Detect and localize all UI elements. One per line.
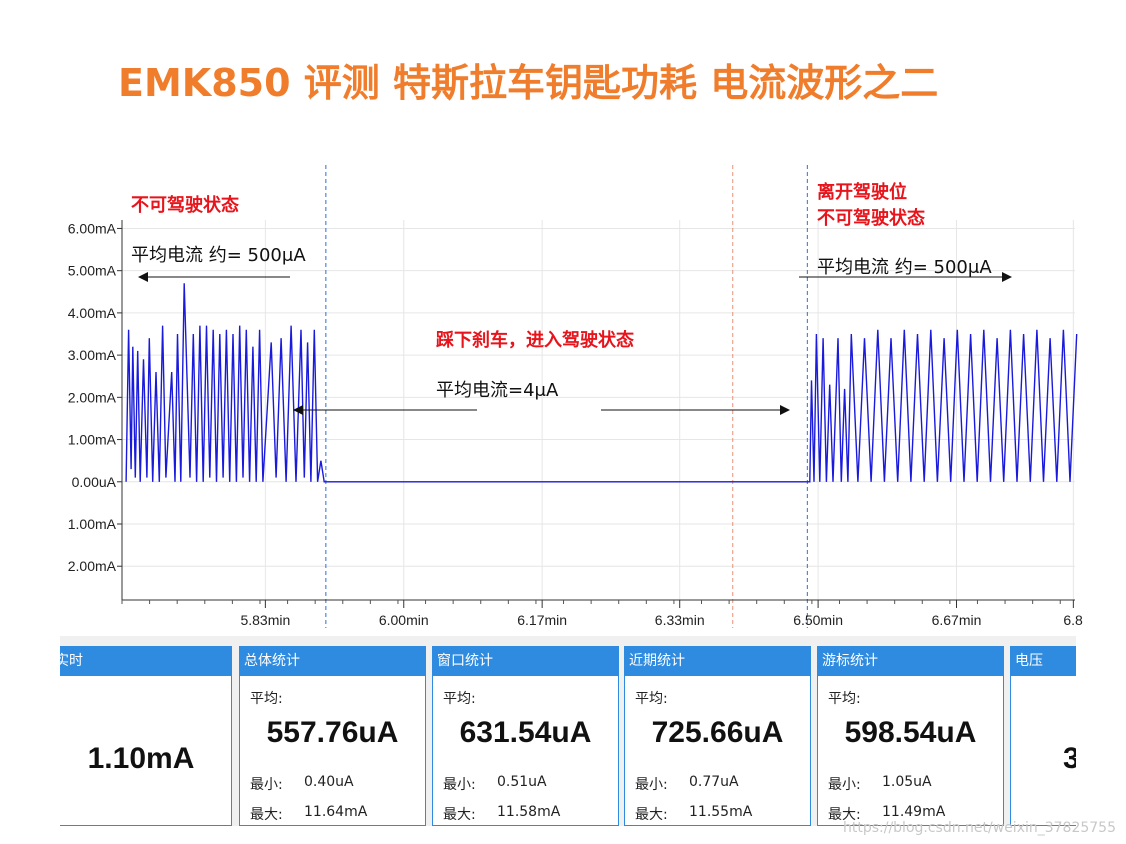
avg-label: 平均: xyxy=(443,691,476,707)
max-value: 11.49mA xyxy=(882,804,946,820)
min-label: 最小: xyxy=(635,777,668,793)
min-row: 最小: 0.77uA xyxy=(635,774,739,794)
right-state-label-2: 不可驾驶状态 xyxy=(817,208,925,229)
panel-recent-stats[interactable]: 近期统计 平均: 725.66uA 最小: 0.77uA 最大: 11.55mA xyxy=(624,646,811,826)
max-value: 11.55mA xyxy=(689,804,753,820)
max-row: 最大: 11.64mA xyxy=(250,804,367,824)
page-title: EMK850 评测 特斯拉车钥匙功耗 电流波形之二 xyxy=(118,61,939,105)
min-row: 最小: 1.05uA xyxy=(828,774,932,794)
panel-header: 电压 xyxy=(1011,646,1076,676)
max-row: 最大: 11.55mA xyxy=(635,804,752,824)
min-value: 0.51uA xyxy=(497,774,547,790)
mid-arrow-head-left xyxy=(293,405,303,415)
panel-total-stats[interactable]: 总体统计 平均: 557.76uA 最小: 0.40uA 最大: 11.64mA xyxy=(239,646,426,826)
panel-header: 实时 xyxy=(60,646,231,676)
x-tick-label: 6.33min xyxy=(655,612,705,628)
avg-label: 平均: xyxy=(635,691,668,707)
right-avg-label: 平均电流 约= 500μA xyxy=(817,257,992,278)
y-tick-label: 6.00mA xyxy=(68,220,117,236)
panel-header: 近期统计 xyxy=(625,646,810,676)
y-tick-label: 3.00mA xyxy=(68,347,117,363)
max-value: 11.58mA xyxy=(497,804,561,820)
right-state-label-1: 离开驾驶位 xyxy=(817,182,907,203)
avg-value: 631.54uA xyxy=(459,716,592,749)
y-tick-label: 1.00mA xyxy=(68,432,117,448)
panel-header: 窗口统计 xyxy=(433,646,618,676)
min-row: 最小: 0.51uA xyxy=(443,774,547,794)
avg-value: 598.54uA xyxy=(844,716,977,749)
right-arrow-head xyxy=(1002,272,1012,282)
annotation-arrows xyxy=(138,272,1012,415)
min-value: 0.77uA xyxy=(689,774,739,790)
avg-value: 725.66uA xyxy=(651,716,784,749)
max-value: 11.64mA xyxy=(304,804,368,820)
max-label: 最大: xyxy=(828,807,861,823)
avg-label: 平均: xyxy=(250,691,283,707)
avg-label: 平均: xyxy=(828,691,861,707)
min-value: 1.05uA xyxy=(882,774,932,790)
statistics-bar: 实时 1.10mA 总体统计 平均: 557.76uA 最小: 0.40uA 最大… xyxy=(60,636,1076,826)
y-tick-label: 1.00mA xyxy=(68,516,117,532)
y-tick-label: 2.00mA xyxy=(68,558,117,574)
min-label: 最小: xyxy=(443,777,476,793)
left-avg-label: 平均电流 约= 500μA xyxy=(131,245,306,266)
x-tick-label: 6.00min xyxy=(379,612,429,628)
mid-avg-label: 平均电流=4μA xyxy=(436,380,559,401)
min-label: 最小: xyxy=(250,777,283,793)
x-tick-label: 6.8 xyxy=(1063,612,1083,628)
x-tick-label: 6.17min xyxy=(517,612,567,628)
avg-value: 557.76uA xyxy=(266,716,399,749)
x-tick-label: 6.67min xyxy=(932,612,982,628)
current-waveform-chart: 6.00mA 5.00mA 4.00mA 3.00mA 2.00mA 1.00mA 0.00… xyxy=(68,165,1083,628)
left-arrow-head xyxy=(138,272,148,282)
max-row: 最大: 11.58mA xyxy=(443,804,560,824)
max-row: 最大: 11.49mA xyxy=(828,804,945,824)
mid-state-label: 踩下刹车，进入驾驶状态 xyxy=(436,330,634,351)
min-value: 0.40uA xyxy=(304,774,354,790)
waveform xyxy=(125,283,1078,483)
panel-header: 总体统计 xyxy=(240,646,425,676)
axes: 6.00mA 5.00mA 4.00mA 3.00mA 2.00mA 1.00mA 0.00… xyxy=(68,220,1083,628)
cursor-markers xyxy=(325,165,808,628)
x-tick-label: 5.83min xyxy=(240,612,290,628)
max-label: 最大: xyxy=(635,807,668,823)
voltage-value: 3 xyxy=(1063,742,1076,775)
y-tick-label: 4.00mA xyxy=(68,305,117,321)
max-label: 最大: xyxy=(443,807,476,823)
left-state-label: 不可驾驶状态 xyxy=(131,195,239,216)
panel-voltage[interactable]: 电压 3 xyxy=(1010,646,1076,826)
max-label: 最大: xyxy=(250,807,283,823)
panel-realtime[interactable]: 实时 1.10mA xyxy=(60,646,232,826)
panel-window-stats[interactable]: 窗口统计 平均: 631.54uA 最小: 0.51uA 最大: 11.58mA xyxy=(432,646,619,826)
y-tick-label: 2.00mA xyxy=(68,389,117,405)
panel-header: 游标统计 xyxy=(818,646,1003,676)
y-tick-label: 5.00mA xyxy=(68,263,117,279)
mid-arrow-head-right xyxy=(780,405,790,415)
y-tick-label: 0.00uA xyxy=(72,474,117,490)
min-label: 最小: xyxy=(828,777,861,793)
panel-cursor-stats[interactable]: 游标统计 平均: 598.54uA 最小: 1.05uA 最大: 11.49mA xyxy=(817,646,1004,826)
realtime-value: 1.10mA xyxy=(87,742,195,775)
x-tick-label: 6.50min xyxy=(793,612,843,628)
watermark: https://blog.csdn.net/weixin_37825755 xyxy=(842,820,1116,836)
current-series-line xyxy=(125,283,1078,483)
min-row: 最小: 0.40uA xyxy=(250,774,354,794)
